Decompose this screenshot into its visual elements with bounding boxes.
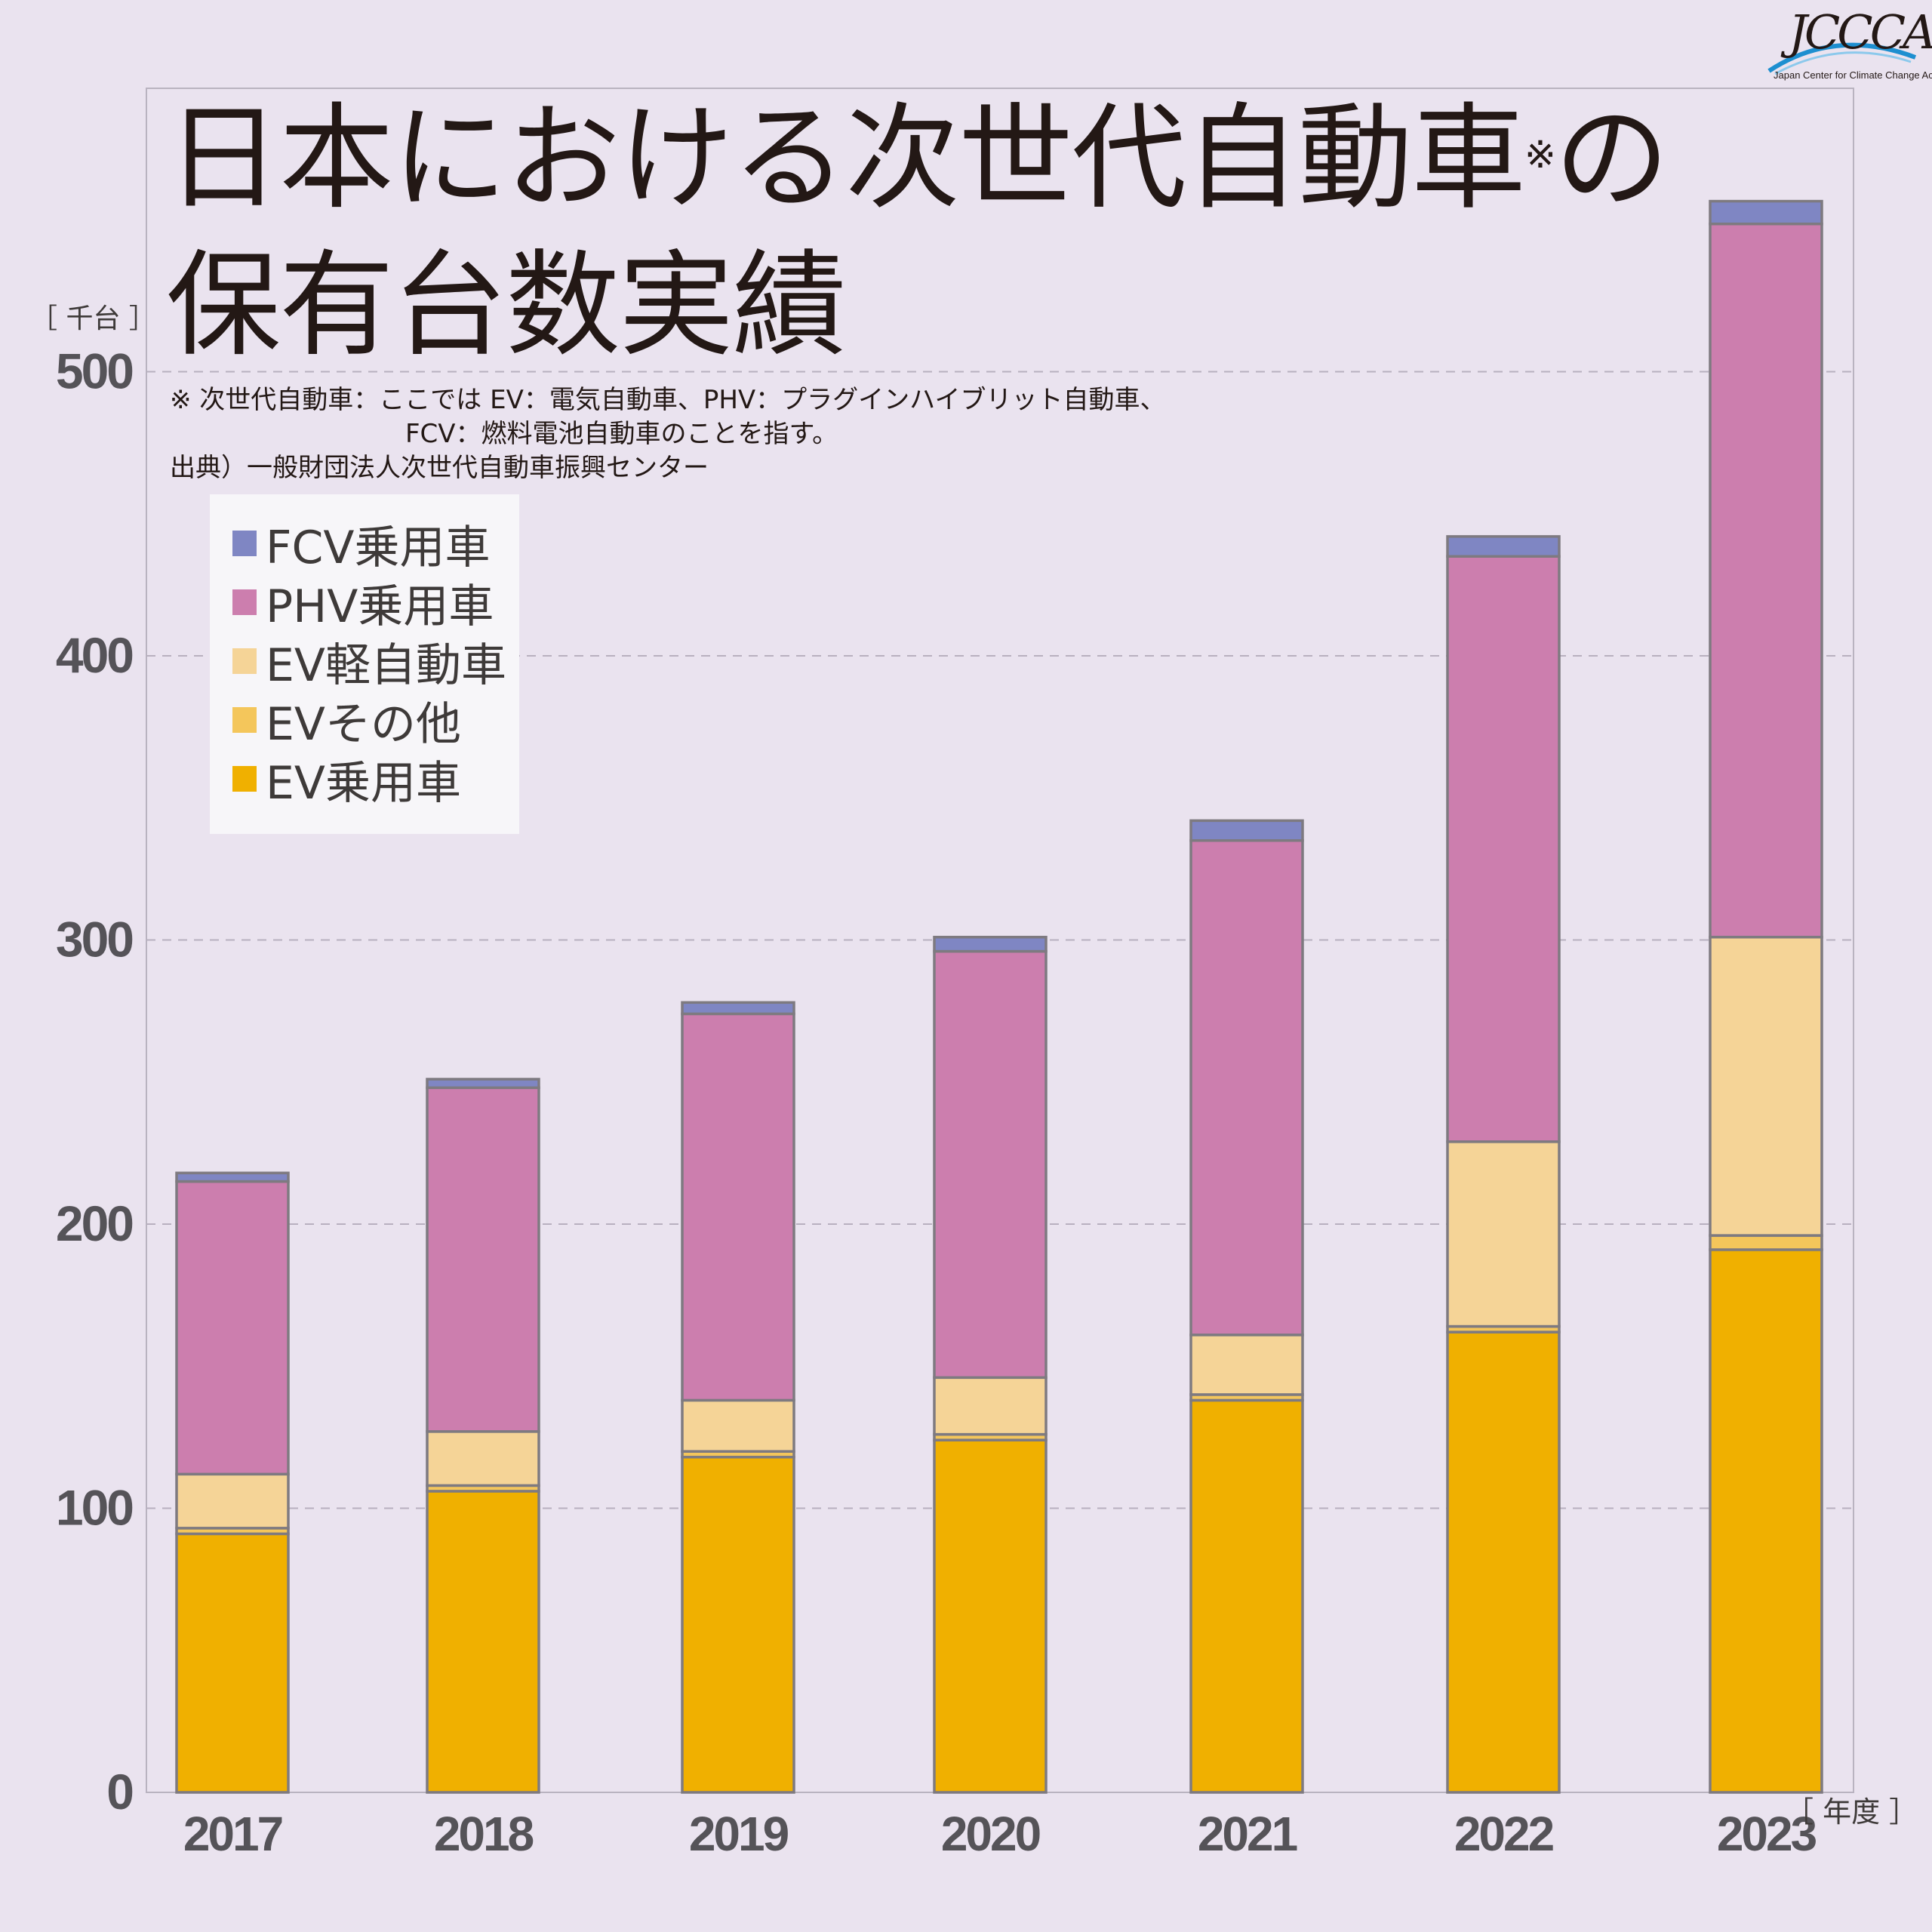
bar-2023-series-1 [1709, 1234, 1823, 1251]
legend-label-fcv: FCV乗用車 [266, 521, 491, 574]
legend-swatch-fcv [232, 531, 257, 556]
bar-2018-series-0 [426, 1490, 540, 1794]
bar-2021-series-2 [1189, 1334, 1304, 1396]
source-note: 出典）一般財団法人次世代自動車振興センター [170, 453, 709, 483]
bar-2020-series-4 [933, 935, 1048, 953]
title-line2: 保有台数実績 [166, 238, 847, 372]
note-line2: FCV：燃料電池自動車のことを指す。 [405, 419, 838, 449]
bar-2021-series-0 [1189, 1398, 1304, 1794]
y-tick-label-0: 0 [106, 1764, 132, 1820]
note-line1: ※ 次世代自動車：ここでは EV：電気自動車、PHV：プラグインハイブリット自動… [170, 385, 1166, 415]
y-tick-label-200: 200 [56, 1195, 132, 1251]
legend-label-ev-other: EVその他 [266, 697, 461, 751]
legend: FCV乗用車 PHV乗用車 EV軽自動車 EVその他 EV乗用車 [210, 494, 519, 834]
bar-2022-series-4 [1446, 535, 1561, 558]
y-tick-label-100: 100 [56, 1480, 132, 1536]
bar-2020-series-0 [933, 1438, 1048, 1794]
bar-2017-series-4 [175, 1171, 290, 1183]
legend-item-ev-passenger: EV乗用車 [232, 752, 461, 810]
logo-wordmark: JCCCA [1789, 5, 1932, 60]
title-line1: 日本における次世代自動車 [166, 91, 1526, 225]
bar-2021-series-4 [1189, 819, 1304, 842]
bar-2023-series-2 [1709, 935, 1823, 1237]
legend-label-ev-kei: EV軽自動車 [266, 638, 506, 692]
title-note-mark: ※ [1524, 133, 1556, 177]
jccca-logo: JCCCA Japan Center for Climate Change Ac… [1767, 5, 1932, 89]
x-tick-label-2022: 2022 [1454, 1807, 1554, 1861]
legend-item-ev-other: EVその他 [232, 694, 461, 751]
legend-label-phv: PHV乗用車 [266, 580, 494, 633]
legend-item-fcv: FCV乗用車 [232, 517, 490, 574]
x-tick-label-2020: 2020 [941, 1807, 1040, 1861]
chart-notes: ※ 次世代自動車：ここでは EV：電気自動車、PHV：プラグインハイブリット自動… [170, 383, 1166, 485]
bar-2018-series-4 [426, 1078, 540, 1090]
x-tick-label-2017: 2017 [183, 1807, 282, 1861]
legend-item-phv: PHV乗用車 [232, 576, 494, 633]
bar-2022-series-0 [1446, 1331, 1561, 1794]
logo-swoosh-icon [1767, 42, 1917, 75]
legend-label-ev-passenger: EV乗用車 [266, 756, 461, 810]
bar-2020-series-2 [933, 1376, 1048, 1436]
bar-2019-series-4 [681, 1001, 795, 1016]
bar-2018-series-2 [426, 1430, 540, 1487]
chart-title: 日本における次世代自動車※の 保有台数実績 [166, 98, 1669, 366]
bar-2019-series-2 [681, 1398, 795, 1453]
bar-2018-series-3 [426, 1086, 540, 1433]
x-tick-label-2019: 2019 [689, 1807, 789, 1861]
y-axis-ticks: 0 100 200 300 400 500 [56, 343, 134, 1820]
title-line1-suffix: の [1554, 91, 1669, 225]
bar-2019-series-0 [681, 1455, 795, 1794]
bar-2023-series-4 [1709, 199, 1823, 226]
bar-2017-series-0 [175, 1532, 290, 1794]
bar-2023-series-0 [1709, 1248, 1823, 1794]
bar-2021-series-3 [1189, 838, 1304, 1337]
bar-2019-series-3 [681, 1012, 795, 1402]
legend-swatch-ev-passenger [232, 766, 257, 792]
bar-2017-series-2 [175, 1472, 290, 1530]
bar-2017-series-3 [175, 1180, 290, 1476]
bar-2022-series-2 [1446, 1140, 1561, 1328]
legend-swatch-ev-kei [232, 648, 257, 674]
bar-2023-series-3 [1709, 222, 1823, 939]
x-tick-label-2021: 2021 [1198, 1807, 1297, 1861]
x-axis-ticks: 2017 2018 2019 2020 2021 2022 2023 [183, 1807, 1819, 1861]
y-tick-label-400: 400 [56, 627, 132, 683]
y-tick-label-500: 500 [56, 343, 132, 399]
y-tick-label-300: 300 [56, 912, 132, 968]
legend-swatch-phv [232, 589, 257, 615]
bar-2022-series-3 [1446, 555, 1561, 1143]
x-tick-label-2023: 2023 [1717, 1807, 1817, 1861]
x-tick-label-2018: 2018 [434, 1807, 534, 1861]
bars [175, 199, 1823, 1794]
x-axis-unit: ［ 年度 ］ [1785, 1795, 1918, 1829]
bar-2020-series-3 [933, 949, 1048, 1380]
legend-item-ev-kei: EV軽自動車 [232, 635, 506, 692]
y-axis-unit: ［ 千台 ］ [30, 303, 156, 334]
legend-swatch-ev-other [232, 707, 257, 733]
logo-subtitle: Japan Center for Climate Change Actions [1774, 69, 1932, 81]
